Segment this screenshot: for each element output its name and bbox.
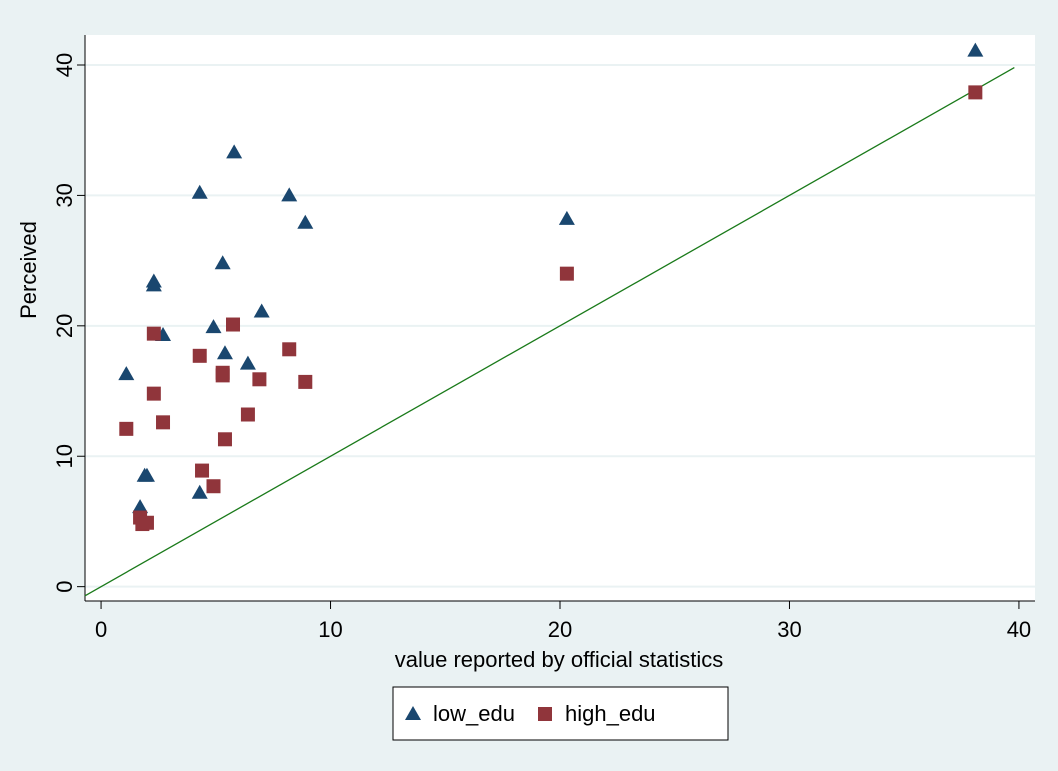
x-tick-label: 0 bbox=[95, 617, 107, 642]
point bbox=[132, 499, 149, 514]
legend-label: low_edu bbox=[433, 701, 515, 726]
point bbox=[559, 266, 574, 281]
point bbox=[146, 386, 161, 401]
point bbox=[226, 317, 241, 332]
point bbox=[192, 348, 207, 363]
x-tick-label: 30 bbox=[777, 617, 801, 642]
y-tick-label: 20 bbox=[52, 314, 77, 338]
point bbox=[216, 345, 233, 360]
point bbox=[139, 515, 154, 530]
point bbox=[205, 319, 222, 334]
plot-area bbox=[85, 35, 1035, 601]
point bbox=[214, 255, 231, 270]
point bbox=[145, 277, 162, 292]
x-tick-label: 10 bbox=[318, 617, 342, 642]
point bbox=[252, 372, 267, 387]
point bbox=[297, 214, 314, 229]
point bbox=[282, 342, 297, 357]
point bbox=[206, 479, 221, 494]
point bbox=[146, 326, 161, 341]
x-axis-title: value reported by official statistics bbox=[395, 647, 724, 672]
legend-label: high_edu bbox=[565, 701, 656, 726]
point bbox=[298, 374, 313, 389]
point bbox=[191, 484, 208, 499]
legend-marker bbox=[405, 706, 421, 720]
point bbox=[217, 432, 232, 447]
point bbox=[118, 366, 135, 381]
point bbox=[968, 85, 983, 100]
y-tick-label: 40 bbox=[52, 53, 77, 77]
point bbox=[138, 467, 155, 482]
point bbox=[240, 407, 255, 422]
point bbox=[558, 210, 575, 225]
point bbox=[156, 415, 171, 430]
point bbox=[967, 42, 984, 57]
reference-line bbox=[84, 67, 1015, 597]
x-tick-label: 40 bbox=[1007, 617, 1031, 642]
point bbox=[119, 421, 134, 436]
point bbox=[239, 355, 256, 370]
point bbox=[191, 184, 208, 199]
point bbox=[215, 368, 230, 383]
y-tick-label: 30 bbox=[52, 183, 77, 207]
point bbox=[253, 303, 270, 318]
legend bbox=[392, 686, 729, 741]
y-axis-title: Perceived bbox=[16, 221, 41, 319]
point bbox=[195, 463, 210, 478]
y-tick-label: 10 bbox=[52, 444, 77, 468]
point bbox=[226, 144, 243, 159]
legend-marker bbox=[538, 707, 552, 721]
point bbox=[281, 187, 298, 202]
x-tick-label: 20 bbox=[548, 617, 572, 642]
y-tick-label: 0 bbox=[52, 581, 77, 593]
